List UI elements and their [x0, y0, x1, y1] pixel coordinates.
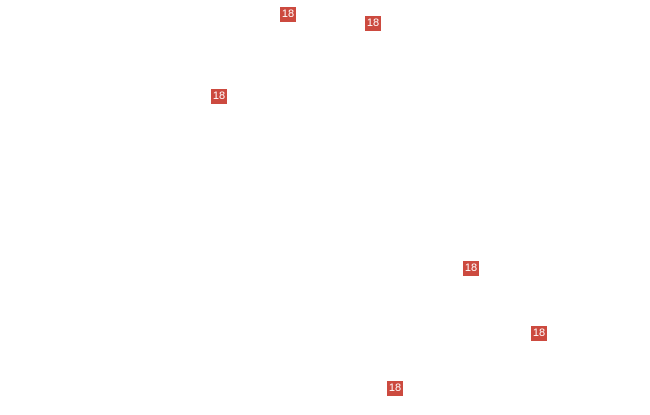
route-shield-18: 18: [531, 326, 547, 341]
route-shield-18: 18: [365, 16, 381, 31]
route-shield-18: 18: [280, 7, 296, 22]
route-shield-18: 18: [463, 261, 479, 276]
route-shield-18: 18: [211, 89, 227, 104]
route-shield-18: 18: [387, 381, 403, 396]
